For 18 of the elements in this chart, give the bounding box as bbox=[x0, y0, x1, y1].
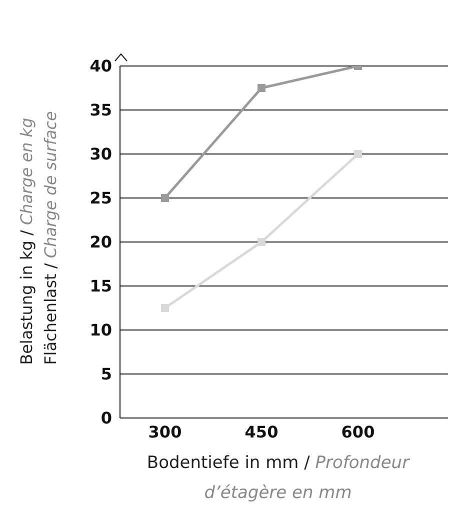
x-axis-title: Bodentiefe in mm / Profondeur d’étagère en mm bbox=[146, 453, 410, 503]
y-tick-label: 10 bbox=[90, 320, 112, 340]
point bbox=[258, 238, 266, 246]
y-tick-label: 0 bbox=[100, 408, 112, 428]
x-tick-label: 450 bbox=[244, 422, 278, 442]
x-tick-label: 600 bbox=[341, 422, 375, 442]
y-tick-label: 40 bbox=[90, 56, 112, 76]
x-tick-label: 300 bbox=[148, 422, 182, 442]
y-tick-label: 15 bbox=[90, 276, 112, 296]
point bbox=[161, 194, 169, 202]
y-tick-label: 5 bbox=[100, 364, 112, 384]
y-tick-label: 30 bbox=[90, 144, 112, 164]
point bbox=[258, 84, 266, 92]
y-tick-label: 35 bbox=[90, 100, 112, 120]
point bbox=[354, 150, 362, 158]
point bbox=[161, 304, 169, 312]
y-tick-label: 25 bbox=[90, 188, 112, 208]
y-tick-label: 20 bbox=[90, 232, 112, 252]
